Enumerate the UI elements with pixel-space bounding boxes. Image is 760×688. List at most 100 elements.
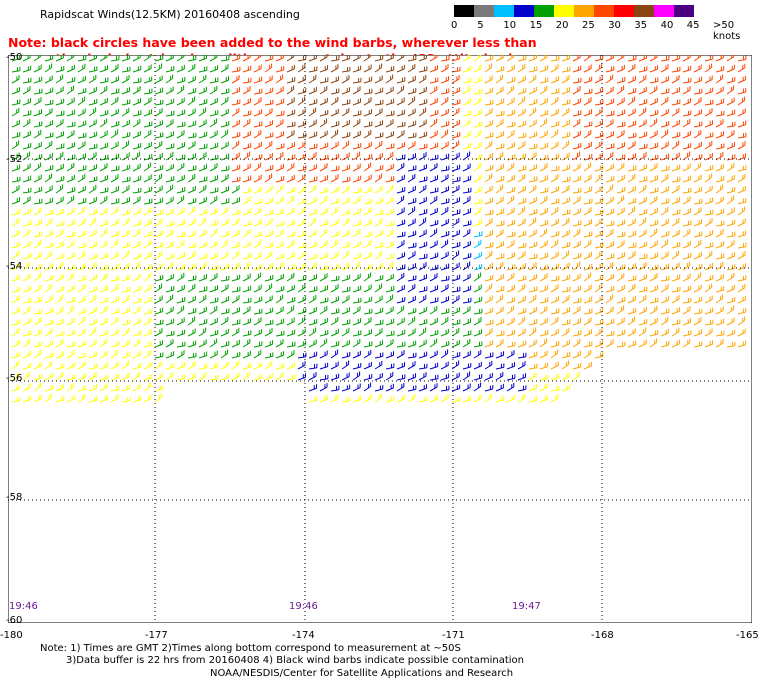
scale-swatch [514, 5, 534, 17]
wind-barb [572, 143, 582, 150]
wind-barb [77, 230, 87, 238]
wind-barb [473, 174, 482, 183]
scale-label: 35 [634, 20, 648, 31]
wind-barb [473, 251, 482, 260]
wind-barb [385, 339, 394, 348]
wind-barb [396, 329, 406, 337]
wind-barb [66, 329, 76, 337]
wind-barb [462, 196, 471, 205]
wind-barb [341, 396, 351, 403]
wind-barb [660, 198, 670, 205]
wind-barb [396, 187, 406, 194]
wind-barb [627, 295, 636, 304]
wind-barb [55, 339, 64, 348]
wind-barb [264, 352, 274, 359]
wind-barb [198, 306, 207, 315]
wind-barb [154, 218, 163, 227]
wind-barb [473, 308, 483, 315]
wind-barb [33, 55, 42, 62]
wind-barb [88, 286, 98, 293]
wind-barb [726, 109, 736, 117]
wind-barb [253, 231, 263, 238]
lon-label: -177 [145, 630, 168, 641]
wind-barb [132, 118, 141, 128]
wind-barb [693, 308, 703, 315]
wind-barb [330, 373, 340, 381]
wind-barb [429, 273, 438, 282]
wind-barb [330, 275, 340, 282]
wind-barb [66, 77, 76, 84]
wind-barb [319, 338, 328, 348]
wind-barb [22, 371, 31, 381]
wind-barb [275, 351, 285, 359]
wind-barb [506, 350, 515, 359]
wind-barb [286, 305, 295, 315]
wind-barb [154, 55, 164, 62]
wind-barb [385, 351, 395, 359]
wind-barb [132, 175, 142, 183]
wind-barb [484, 295, 493, 304]
wind-barb [11, 396, 21, 403]
wind-barb [286, 195, 295, 205]
wind-barb [297, 352, 307, 359]
wind-barb [66, 341, 76, 348]
wind-barb [231, 87, 241, 95]
wind-barb [495, 241, 505, 249]
wind-barb [242, 163, 251, 172]
wind-barb [363, 361, 372, 370]
wind-barb [682, 55, 691, 62]
wind-barb [121, 217, 130, 227]
wind-barb [473, 382, 482, 392]
wind-barb [143, 207, 152, 216]
wind-barb [55, 131, 65, 139]
wind-barb [594, 230, 604, 238]
wind-barb [616, 231, 626, 238]
wind-barb [88, 176, 98, 183]
wind-barb [660, 231, 670, 238]
wind-barb [121, 176, 131, 183]
wind-barb [451, 217, 460, 227]
wind-barb [11, 319, 21, 326]
agency-credit: NOAA/NESDIS/Center for Satellite Applica… [210, 668, 514, 679]
wind-barb [22, 118, 31, 128]
wind-barb [495, 396, 505, 403]
wind-barb [440, 64, 449, 73]
wind-barb [66, 97, 75, 106]
wind-barb [396, 121, 406, 128]
wind-barb [66, 374, 76, 381]
wind-barb [704, 242, 714, 249]
wind-barb [308, 294, 317, 304]
wind-barb [660, 218, 669, 227]
wind-barb [363, 382, 372, 392]
wind-barb [671, 209, 681, 216]
wind-barb [583, 97, 592, 106]
wind-barb [605, 208, 615, 216]
wind-barb [88, 184, 97, 194]
wind-barb [517, 283, 526, 293]
wind-barb [363, 329, 373, 337]
wind-barb [726, 121, 736, 128]
wind-barb [121, 360, 130, 370]
wind-barb [110, 121, 120, 128]
wind-barb [396, 219, 406, 227]
wind-barb [539, 395, 549, 403]
wind-barb [616, 341, 626, 348]
wind-barb [220, 263, 230, 271]
wind-barb [242, 118, 251, 128]
wind-barb [726, 97, 735, 106]
wind-barb [187, 153, 197, 161]
wind-barb [572, 86, 581, 95]
wind-barb [572, 228, 581, 238]
wind-barb [11, 242, 21, 249]
wind-barb [253, 97, 262, 106]
wind-barb [11, 352, 21, 359]
wind-barb [660, 284, 669, 293]
wind-barb [88, 143, 98, 150]
wind-barb [374, 393, 383, 403]
wind-barb [495, 261, 504, 271]
wind-barb [495, 383, 504, 392]
wind-barb [11, 229, 20, 238]
wind-barb [605, 55, 614, 62]
wind-barb [99, 163, 108, 172]
wind-barb [88, 372, 97, 381]
